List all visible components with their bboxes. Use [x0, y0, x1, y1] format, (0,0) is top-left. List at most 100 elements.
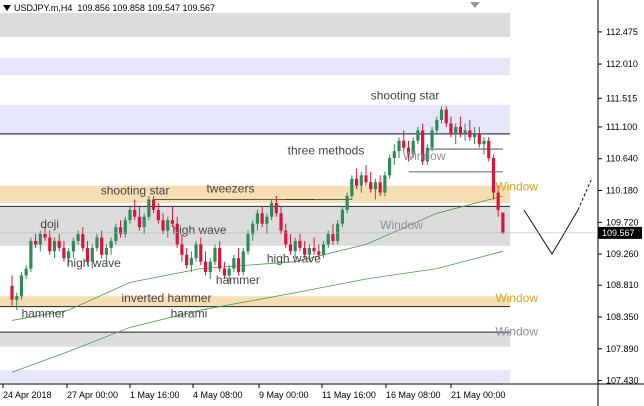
candle-body — [487, 140, 491, 159]
candle-body — [189, 258, 193, 266]
candle-body — [48, 237, 52, 252]
zone-band — [0, 104, 510, 136]
candle-body — [260, 213, 264, 224]
y-tick-label: 108.350 — [606, 312, 639, 322]
x-tick-label: 1 May 16:00 — [130, 390, 180, 400]
candle-body — [454, 126, 458, 134]
pattern-label: high wave — [67, 256, 121, 270]
current-price-label: 109.567 — [602, 228, 635, 238]
candle-body — [265, 216, 269, 224]
projection-lines — [523, 177, 593, 255]
moving-averages — [11, 195, 503, 373]
candle-body — [312, 247, 316, 252]
candle-body — [411, 140, 415, 155]
candle-body — [34, 240, 38, 245]
candle-body — [81, 234, 85, 248]
pattern-label: hammer — [216, 273, 260, 287]
candle-body — [137, 216, 142, 228]
candle-body — [402, 140, 406, 148]
candle-body — [255, 213, 260, 224]
pattern-label: Window — [495, 180, 538, 194]
pattern-labels: shooting star three methods Window Window sh… — [21, 88, 538, 338]
zone-band — [0, 296, 510, 307]
candle-body — [491, 158, 496, 193]
candle-body — [133, 209, 137, 217]
candle-body — [279, 213, 283, 231]
candle-body — [430, 130, 434, 148]
symbol-label: USDJPY.m,H4 — [14, 3, 73, 13]
pattern-label: Window — [380, 218, 423, 232]
y-tick-label: 111.515 — [606, 93, 637, 103]
candle-body — [421, 130, 425, 162]
candle-body — [227, 268, 231, 276]
candle-body — [340, 209, 344, 224]
candle-body — [90, 247, 94, 262]
candle-body — [213, 247, 217, 262]
candle-body — [416, 130, 420, 141]
candle-body — [406, 147, 411, 155]
ohlc-readout: 109.856 109.858 109.547 109.567 — [77, 3, 216, 13]
candle-body — [444, 109, 448, 124]
y-tick-label: 109.720 — [606, 217, 639, 227]
y-tick-label: 112.010 — [606, 59, 638, 69]
candle-body — [118, 227, 123, 235]
zone-band — [0, 332, 510, 347]
candle-body — [100, 237, 104, 255]
candle-body — [180, 244, 184, 255]
candle-body — [383, 175, 387, 193]
candle-body — [208, 261, 212, 273]
candle-body — [373, 182, 378, 190]
candle-body — [449, 123, 453, 134]
candle-body — [57, 240, 61, 248]
candle-body — [246, 234, 250, 252]
candle-body — [15, 296, 19, 300]
candle-body — [241, 251, 245, 273]
candle-body — [109, 240, 113, 248]
candle-body — [317, 251, 321, 255]
candle-body — [369, 182, 373, 190]
candle-body — [76, 234, 80, 241]
candle-body — [194, 244, 198, 259]
candle-body — [288, 244, 293, 252]
candle-body — [147, 199, 151, 217]
zone-band — [0, 12, 510, 38]
candle-body — [222, 268, 226, 276]
candle-body — [218, 247, 222, 269]
moving-average-line — [11, 195, 503, 321]
zone-band — [0, 57, 510, 76]
zone-band — [0, 185, 510, 203]
y-tick-label: 111.100 — [606, 122, 637, 132]
y-tick-label: 107.430 — [606, 376, 639, 386]
chart-header: USDJPY.m,H4 109.856 109.858 109.547 109.… — [3, 3, 215, 13]
candle-body — [477, 133, 481, 145]
candle-body — [85, 247, 90, 262]
candle-body — [350, 178, 354, 197]
zone-band — [0, 370, 510, 383]
candle-body — [142, 216, 146, 228]
candle-body — [482, 140, 486, 145]
candle-body — [463, 130, 467, 134]
candle-body — [397, 140, 401, 152]
candle-body — [185, 254, 189, 266]
candle-body — [354, 178, 359, 186]
candle-body — [170, 220, 175, 224]
menu-triangle-icon[interactable] — [3, 5, 11, 11]
candle-body — [52, 240, 57, 252]
candle-body — [236, 258, 241, 273]
candle-body — [161, 220, 165, 231]
pattern-label: high wave — [267, 251, 321, 265]
projection-up — [577, 177, 593, 211]
y-tick-label: 108.810 — [606, 280, 639, 290]
pattern-label: shooting star — [371, 88, 440, 102]
y-tick-label: 112.475 — [606, 27, 638, 37]
candle-body — [166, 220, 170, 231]
x-tick-label: 21 May 00:00 — [451, 390, 506, 400]
y-tick-label: 109.260 — [606, 249, 639, 259]
candle-body — [104, 247, 108, 255]
candle-body — [435, 120, 439, 131]
candle-body — [251, 223, 255, 235]
moving-average-line — [11, 250, 503, 373]
candle-body — [331, 234, 335, 241]
candle-body — [95, 237, 99, 248]
